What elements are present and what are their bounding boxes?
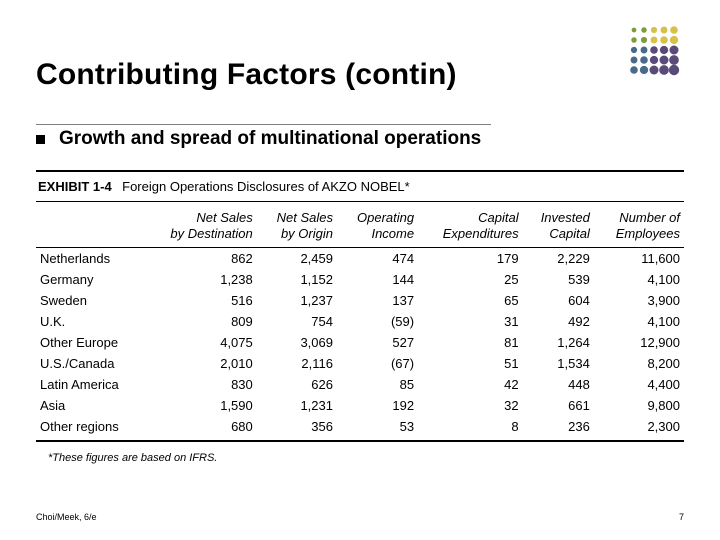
table-row: Other regions6803565382362,300 [36,416,684,441]
table-cell: 1,231 [257,395,337,416]
footer-left: Choi/Meek, 6/e [36,512,97,522]
table-cell: Sweden [36,290,144,311]
table-cell: Latin America [36,374,144,395]
table-cell: 474 [337,248,418,270]
table-cell: Other regions [36,416,144,441]
dot-grid-logo [626,22,686,82]
table-cell: 4,100 [594,269,684,290]
exhibit-label: EXHIBIT 1-4 [38,179,112,194]
table-cell: 604 [523,290,594,311]
table-row: Other Europe4,0753,069527811,26412,900 [36,332,684,353]
exhibit-table: Net Salesby DestinationNet Salesby Origi… [36,202,684,442]
table-body: Netherlands8622,4594741792,22911,600Germ… [36,248,684,442]
table-cell: 65 [418,290,523,311]
table-cell: 2,300 [594,416,684,441]
table-row: U.S./Canada2,0102,116(67)511,5348,200 [36,353,684,374]
table-column-header [36,202,144,248]
table-cell: 8,200 [594,353,684,374]
table-cell: 32 [418,395,523,416]
title-divider [36,124,491,125]
table-cell: 626 [257,374,337,395]
table-cell: 754 [257,311,337,332]
table-cell: Germany [36,269,144,290]
table-cell: 4,075 [144,332,257,353]
bullet-marker [36,135,45,144]
table-cell: 2,459 [257,248,337,270]
table-cell: 1,534 [523,353,594,374]
table-cell: 1,238 [144,269,257,290]
table-cell: 539 [523,269,594,290]
slide-page: Contributing Factors (contin) Growth and… [0,0,720,540]
table-cell: 179 [418,248,523,270]
table-cell: 51 [418,353,523,374]
table-cell: U.K. [36,311,144,332]
table-row: Sweden5161,237137656043,900 [36,290,684,311]
table-row: Netherlands8622,4594741792,22911,600 [36,248,684,270]
table-cell: 2,116 [257,353,337,374]
table-cell: (67) [337,353,418,374]
table-cell: 31 [418,311,523,332]
table-cell: 85 [337,374,418,395]
table-column-header: Net Salesby Destination [144,202,257,248]
table-row: U.K.809754(59)314924,100 [36,311,684,332]
footer-right: 7 [679,512,684,522]
table-cell: 1,152 [257,269,337,290]
table-row: Latin America83062685424484,400 [36,374,684,395]
table-cell: 527 [337,332,418,353]
table-cell: 8 [418,416,523,441]
table-cell: 516 [144,290,257,311]
table-column-header: InvestedCapital [523,202,594,248]
table-cell: 492 [523,311,594,332]
table-cell: 1,237 [257,290,337,311]
table-cell: 3,069 [257,332,337,353]
table-cell: 1,590 [144,395,257,416]
table-cell: 2,229 [523,248,594,270]
table-cell: 3,900 [594,290,684,311]
table-cell: 42 [418,374,523,395]
table-column-header: Net Salesby Origin [257,202,337,248]
table-cell: 81 [418,332,523,353]
table-cell: 4,100 [594,311,684,332]
table-cell: (59) [337,311,418,332]
table-cell: 680 [144,416,257,441]
bullet-text: Growth and spread of multinational opera… [59,128,481,150]
table-cell: 448 [523,374,594,395]
table-cell: 12,900 [594,332,684,353]
table-cell: 862 [144,248,257,270]
table-cell: 356 [257,416,337,441]
table-column-header: OperatingIncome [337,202,418,248]
table-cell: 192 [337,395,418,416]
table-header-row: Net Salesby DestinationNet Salesby Origi… [36,202,684,248]
table-cell: 144 [337,269,418,290]
table-cell: 2,010 [144,353,257,374]
table-cell: 236 [523,416,594,441]
table-column-header: CapitalExpenditures [418,202,523,248]
table-column-header: Number ofEmployees [594,202,684,248]
table-cell: 1,264 [523,332,594,353]
exhibit-block: EXHIBIT 1-4 Foreign Operations Disclosur… [36,170,684,464]
table-cell: U.S./Canada [36,353,144,374]
slide-footer: Choi/Meek, 6/e 7 [36,512,684,522]
exhibit-footnote: *These figures are based on IFRS. [48,452,684,464]
table-cell: 53 [337,416,418,441]
table-cell: 25 [418,269,523,290]
table-row: Germany1,2381,152144255394,100 [36,269,684,290]
table-cell: Other Europe [36,332,144,353]
slide-title: Contributing Factors (contin) [36,58,684,92]
table-cell: 4,400 [594,374,684,395]
table-cell: 9,800 [594,395,684,416]
exhibit-caption: Foreign Operations Disclosures of AKZO N… [122,179,410,194]
table-cell: Asia [36,395,144,416]
table-cell: 809 [144,311,257,332]
table-row: Asia1,5901,231192326619,800 [36,395,684,416]
table-cell: 11,600 [594,248,684,270]
table-cell: Netherlands [36,248,144,270]
exhibit-header: EXHIBIT 1-4 Foreign Operations Disclosur… [36,170,684,202]
bullet-item: Growth and spread of multinational opera… [36,128,684,150]
table-cell: 661 [523,395,594,416]
table-cell: 830 [144,374,257,395]
table-cell: 137 [337,290,418,311]
